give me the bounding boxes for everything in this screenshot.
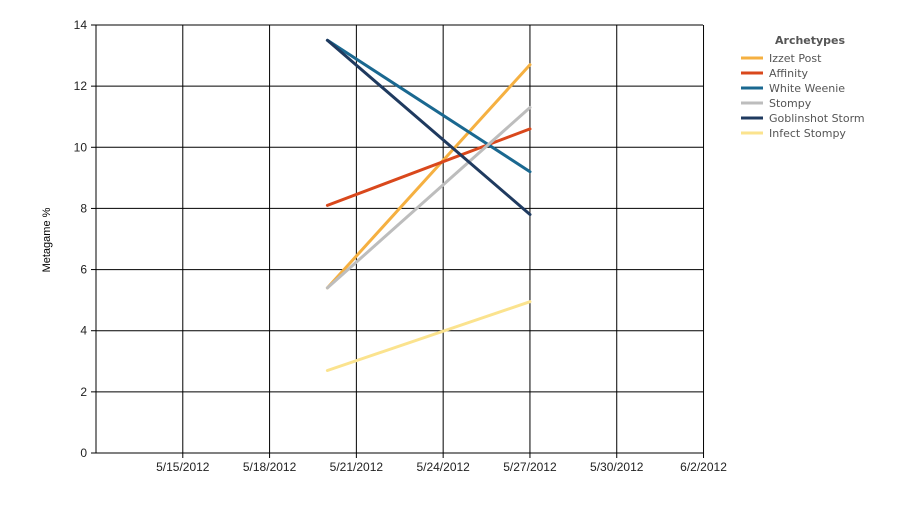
series-line-infect-stompy [325,300,532,372]
x-tick-label: 5/21/2012 [330,460,384,474]
y-axis-title: Metagame % [41,207,53,272]
series-line-stompy [325,106,532,290]
legend-label-white-weenie: White Weenie [769,82,845,95]
series-line-goblinshot-storm [325,38,532,216]
y-tick-label: 14 [74,18,88,32]
legend: Archetypes Izzet Post Affinity White Weeni… [741,34,865,140]
legend-title: Archetypes [775,34,846,47]
y-tick-label: 8 [80,201,87,215]
x-tick-label: 5/30/2012 [590,460,644,474]
y-tick-label: 10 [74,140,88,154]
y-tick-label: 4 [80,324,87,338]
legend-label-infect-stompy: Infect Stompy [769,127,846,140]
y-tick-label: 12 [74,79,88,93]
x-tick-label: 5/18/2012 [243,460,297,474]
y-tick-label: 2 [80,385,87,399]
x-tick-label: 5/15/2012 [156,460,210,474]
x-tick-label: 5/24/2012 [416,460,470,474]
legend-label-goblinshot-storm: Goblinshot Storm [769,112,865,125]
x-tick-label: 6/2/2012 [680,460,727,474]
axes [91,24,705,458]
series-line-affinity [325,127,532,207]
tick-labels: 0 2 4 6 8 10 12 14 5/15/2012 5/18/2012 5/21/2012 5/… [74,18,728,474]
legend-label-affinity: Affinity [769,67,809,80]
y-tick-label: 0 [80,446,87,460]
grid [96,24,705,453]
legend-label-stompy: Stompy [769,97,812,110]
series-lines [325,38,532,372]
y-tick-label: 6 [80,263,87,277]
legend-label-izzet-post: Izzet Post [769,52,822,65]
x-tick-label: 5/27/2012 [503,460,557,474]
series-line-izzet-post [325,63,532,290]
series-line-white-weenie [325,38,532,174]
